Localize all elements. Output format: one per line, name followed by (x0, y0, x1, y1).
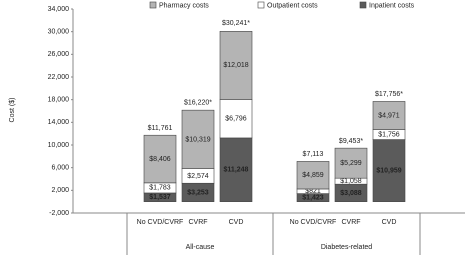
x-tick-label: CVRF (188, 219, 207, 226)
value-label: $3,253 (187, 189, 209, 196)
value-label: $3,088 (340, 190, 362, 197)
legend-label: Outpatient costs (267, 2, 318, 9)
y-tick-label: 10,000 (48, 142, 70, 149)
bar-segment (219, 137, 253, 202)
bar-segment (334, 147, 368, 179)
bar-segment (296, 161, 330, 190)
value-label: $1,058 (340, 178, 362, 185)
value-label: $11,248 (224, 167, 249, 174)
value-label: $4,859 (302, 172, 324, 179)
group-label: Diabetes-related (321, 244, 372, 251)
value-label: $1,423 (302, 194, 324, 201)
x-tick-label: No CVD/CVRF (290, 219, 337, 226)
x-tick-label: No CVD/CVRF (137, 219, 184, 226)
total-label: $7,113 (303, 151, 324, 158)
total-label: $30,241* (222, 20, 250, 27)
y-tick-label: 30,000 (48, 29, 70, 36)
value-label: $2,574 (187, 173, 209, 180)
y-tick-label: 34,000 (48, 6, 70, 13)
x-tick-label: CVRF (341, 219, 360, 226)
total-label: $11,761 (148, 125, 173, 132)
value-label: $10,959 (376, 167, 401, 174)
bar-segment (181, 109, 215, 169)
value-label: $4,971 (378, 112, 400, 119)
bar-segment (219, 31, 253, 100)
total-label: $9,453* (339, 138, 363, 145)
bar-segment (219, 99, 253, 139)
value-label: $8,406 (149, 156, 171, 163)
y-tick-label: 6,000 (51, 165, 69, 172)
y-tick-label: 26,000 (48, 51, 70, 58)
value-label: $1,783 (149, 185, 171, 192)
y-tick-label: 18,000 (48, 97, 70, 104)
bar-segment (143, 134, 177, 184)
total-label: $16,220* (184, 100, 212, 107)
y-tick-label: 2,000 (51, 187, 69, 194)
y-axis-label: Cost ($) (9, 98, 16, 123)
value-label: $1,537 (149, 194, 171, 201)
value-label: $1,756 (378, 131, 400, 138)
total-label: $17,756* (375, 91, 403, 98)
legend-swatch (359, 1, 367, 9)
x-tick-label: CVD (229, 219, 244, 226)
bar-segment (372, 101, 406, 130)
y-tick-label: 22,000 (48, 74, 70, 81)
legend-label: Inpatient costs (369, 2, 415, 9)
x-tick-label: CVD (382, 219, 397, 226)
group-label: All-cause (186, 244, 215, 251)
value-label: $5,299 (340, 160, 362, 167)
value-label: $12,018 (223, 62, 248, 69)
legend-label: Pharmacy costs (159, 2, 209, 9)
value-label: $10,319 (185, 136, 210, 143)
legend-swatch (257, 1, 265, 9)
value-label: $6,796 (225, 116, 247, 123)
value-label: $821 (305, 188, 321, 195)
y-tick-label: -2,000 (49, 210, 69, 217)
legend-swatch (149, 1, 157, 9)
bar-segment (372, 139, 406, 202)
y-tick-label: 14,000 (48, 119, 70, 126)
